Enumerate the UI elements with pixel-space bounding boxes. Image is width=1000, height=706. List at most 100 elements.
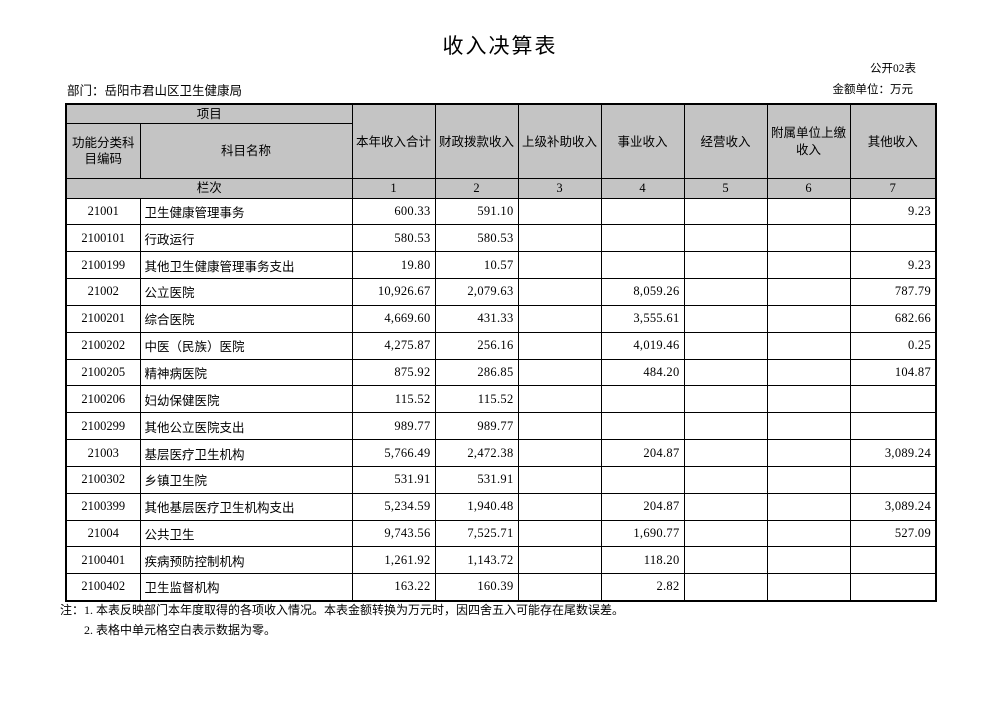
- value-cell: 9,743.56: [351, 519, 436, 548]
- table-row: 2100199 其他卫生健康管理事务支出 19.80 10.57 9.23: [65, 251, 937, 280]
- value-cell: 3,555.61: [600, 304, 685, 333]
- footnote-line: 1. 本表反映部门本年度取得的各项收入情况。本表金额转换为万元时，因四舍五入可能…: [84, 603, 625, 617]
- header-row-names: 功能分类科目编码 科目名称: [65, 123, 936, 180]
- value-cell: 1,261.92: [351, 546, 436, 575]
- value-cell: 4,669.60: [351, 304, 436, 333]
- subject-name-cell: 其他卫生健康管理事务支出: [139, 251, 353, 280]
- value-cell: 5,234.59: [351, 492, 436, 521]
- value-cell: 104.87: [849, 358, 937, 387]
- value-cell: 1,940.48: [434, 492, 519, 521]
- table-header: 项目 本年收入合计 财政拨款收入 上级补助收入 事业收入 经营收入 附属单位上缴…: [65, 103, 937, 199]
- value-cell: 787.79: [849, 278, 937, 306]
- header-superior-subsidy-income: 上级补助收入: [517, 103, 602, 180]
- value-cell: [766, 304, 851, 333]
- value-cell: [517, 278, 602, 306]
- subject-name-cell: 卫生监督机构: [139, 573, 353, 602]
- header-operating-income: 经营收入: [683, 103, 768, 180]
- value-cell: 160.39: [434, 573, 519, 602]
- value-cell: [683, 224, 768, 253]
- value-cell: [600, 465, 685, 494]
- header-function-code: 功能分类科目编码: [65, 123, 141, 180]
- value-cell: 286.85: [434, 358, 519, 387]
- value-cell: 531.91: [434, 465, 519, 494]
- subject-name-cell: 其他公立医院支出: [139, 412, 353, 441]
- function-code-cell: 21002: [65, 278, 141, 306]
- lanci-number: 5: [683, 178, 768, 199]
- lanci-number: 4: [600, 178, 685, 199]
- value-cell: 204.87: [600, 439, 685, 467]
- table-body: 21001 卫生健康管理事务 600.33 591.10 9.23 2100101 行政运行…: [65, 197, 937, 602]
- value-cell: [517, 465, 602, 494]
- function-code-cell: 2100206: [65, 385, 141, 414]
- function-code-cell: 2100205: [65, 358, 141, 387]
- footnotes: 注： 1. 本表反映部门本年度取得的各项收入情况。本表金额转换为万元时，因四舍五…: [60, 600, 624, 640]
- function-code-cell: 2100399: [65, 492, 141, 521]
- value-cell: [683, 278, 768, 306]
- value-cell: 10.57: [434, 251, 519, 280]
- value-cell: [683, 492, 768, 521]
- value-cell: 1,690.77: [600, 519, 685, 548]
- value-cell: 9.23: [849, 251, 937, 280]
- table-row: 2100402 卫生监督机构 163.22 160.39 2.82: [65, 573, 937, 602]
- value-cell: [683, 546, 768, 575]
- value-cell: [517, 224, 602, 253]
- value-cell: 163.22: [351, 573, 436, 602]
- value-cell: 10,926.67: [351, 278, 436, 306]
- footnote-lines: 1. 本表反映部门本年度取得的各项收入情况。本表金额转换为万元时，因四舍五入可能…: [84, 600, 624, 640]
- value-cell: [766, 251, 851, 280]
- value-cell: [849, 546, 937, 575]
- value-cell: 3,089.24: [849, 439, 937, 467]
- lanci-number: 2: [434, 178, 519, 199]
- header-total-income: 本年收入合计: [351, 103, 436, 180]
- value-cell: 0.25: [849, 331, 937, 360]
- function-code-cell: 2100299: [65, 412, 141, 441]
- unit-label: 金额单位：万元: [832, 84, 914, 96]
- value-cell: [517, 385, 602, 414]
- value-cell: [849, 385, 937, 414]
- value-cell: 600.33: [351, 197, 436, 226]
- value-cell: [517, 251, 602, 280]
- value-cell: [517, 358, 602, 387]
- value-cell: [766, 439, 851, 467]
- lanci-label: 栏次: [65, 178, 353, 199]
- lanci-number: 6: [766, 178, 851, 199]
- value-cell: [766, 519, 851, 548]
- header-business-income: 事业收入: [600, 103, 685, 180]
- table-row: 2100101 行政运行 580.53 580.53: [65, 224, 937, 253]
- value-cell: [600, 385, 685, 414]
- value-cell: [683, 304, 768, 333]
- subject-name-cell: 妇幼保健医院: [139, 385, 353, 414]
- value-cell: [683, 197, 768, 226]
- value-cell: 875.92: [351, 358, 436, 387]
- subject-name-cell: 中医（民族）医院: [139, 331, 353, 360]
- value-cell: [517, 331, 602, 360]
- function-code-cell: 21003: [65, 439, 141, 467]
- page-title: 收入决算表: [442, 34, 558, 58]
- value-cell: 591.10: [434, 197, 519, 226]
- value-cell: 256.16: [434, 331, 519, 360]
- header-row-project: 项目 本年收入合计 财政拨款收入 上级补助收入 事业收入 经营收入 附属单位上缴…: [65, 103, 937, 180]
- value-cell: [766, 278, 851, 306]
- function-code-cell: 2100401: [65, 546, 141, 575]
- value-cell: [600, 197, 685, 226]
- value-cell: 204.87: [600, 492, 685, 521]
- value-cell: 2,079.63: [434, 278, 519, 306]
- department-label: 部门：岳阳市君山区卫生健康局: [67, 84, 243, 98]
- value-cell: [517, 573, 602, 602]
- table-row: 2100299 其他公立医院支出 989.77 989.77: [65, 412, 937, 441]
- table-row: 21002 公立医院 10,926.67 2,079.63 8,059.26 787.79: [65, 278, 937, 306]
- value-cell: [766, 492, 851, 521]
- value-cell: [849, 573, 937, 602]
- value-cell: [766, 358, 851, 387]
- table-row: 2100201 综合医院 4,669.60 431.33 3,555.61 682.66: [65, 304, 937, 333]
- function-code-cell: 21001: [65, 197, 141, 226]
- subject-name-cell: 精神病医院: [139, 358, 353, 387]
- function-code-cell: 2100201: [65, 304, 141, 333]
- value-cell: [683, 519, 768, 548]
- footnote-label: 注：: [60, 603, 85, 617]
- table-row: 2100401 疾病预防控制机构 1,261.92 1,143.72 118.20: [65, 546, 937, 575]
- table-row: 2100202 中医（民族）医院 4,275.87 256.16 4,019.46 0.2…: [65, 331, 937, 360]
- value-cell: 8,059.26: [600, 278, 685, 306]
- footnote-line: 2. 表格中单元格空白表示数据为零。: [84, 623, 277, 637]
- value-cell: [600, 224, 685, 253]
